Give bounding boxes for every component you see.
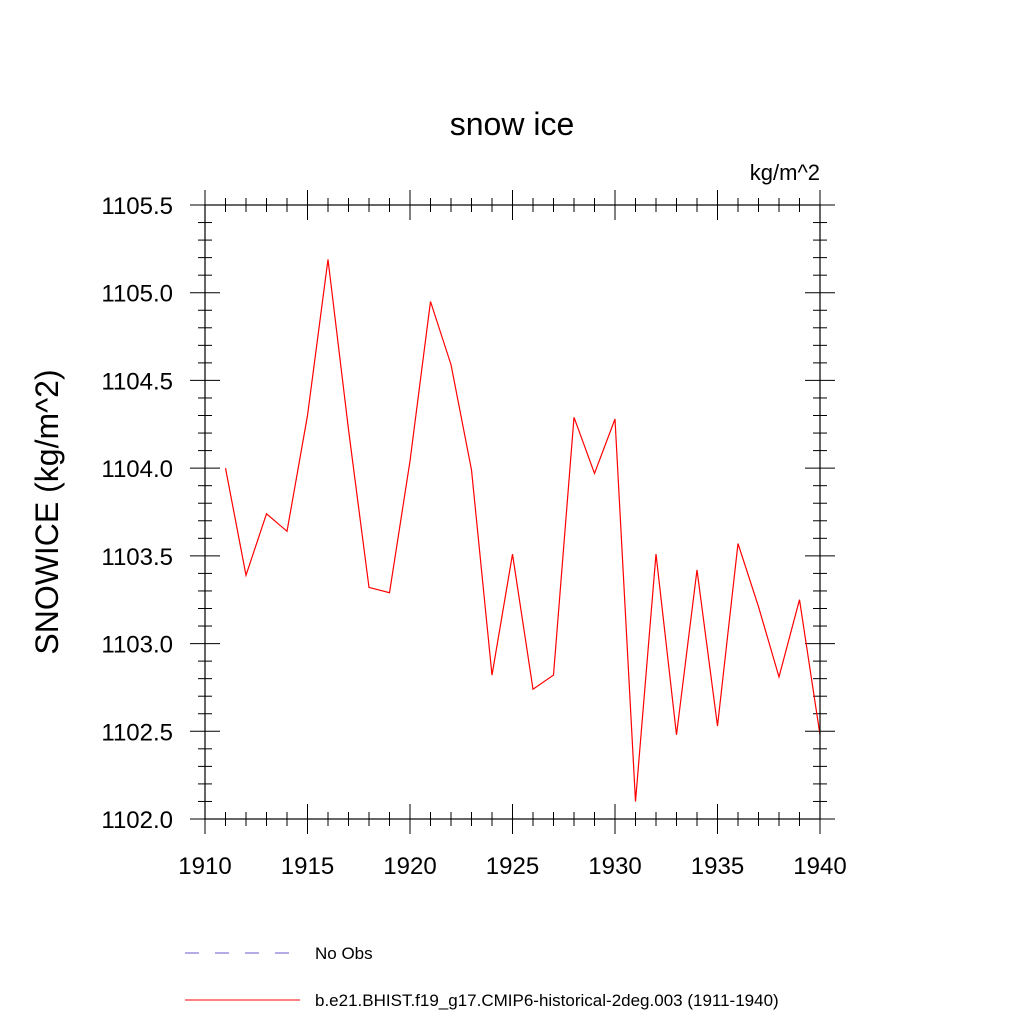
axis-ticks bbox=[190, 190, 835, 834]
x-tick-label: 1925 bbox=[486, 853, 539, 880]
x-tick-label: 1940 bbox=[793, 853, 846, 880]
y-tick-label: 1105.5 bbox=[101, 193, 173, 220]
y-tick-label: 1104.0 bbox=[101, 456, 173, 483]
legend: No Obs b.e21.BHIST.f19_g17.CMIP6-histori… bbox=[185, 944, 779, 1010]
y-tick-label: 1102.0 bbox=[101, 807, 173, 834]
x-tick-label: 1920 bbox=[383, 853, 436, 880]
x-tick-label: 1910 bbox=[178, 853, 231, 880]
plot-frame bbox=[204, 204, 821, 820]
axis-tick-labels: 1910 1915 1920 1925 1930 1935 1940 1102.0 1102.5… bbox=[101, 193, 846, 880]
y-tick-label: 1102.5 bbox=[101, 719, 173, 746]
y-tick-label: 1103.0 bbox=[101, 632, 173, 659]
units-label: kg/m^2 bbox=[750, 160, 820, 185]
series-line bbox=[224, 259, 821, 802]
y-axis-label: SNOWICE (kg/m^2) bbox=[29, 369, 65, 654]
x-tick-label: 1930 bbox=[588, 853, 641, 880]
legend-label-no-obs: No Obs bbox=[315, 944, 373, 963]
y-tick-label: 1104.5 bbox=[101, 368, 173, 395]
y-tick-label: 1105.0 bbox=[101, 281, 173, 308]
x-tick-label: 1915 bbox=[281, 853, 334, 880]
series-layer bbox=[224, 259, 821, 802]
y-tick-label: 1103.5 bbox=[101, 544, 173, 571]
legend-label-historical: b.e21.BHIST.f19_g17.CMIP6-historical-2de… bbox=[315, 991, 779, 1010]
x-tick-label: 1935 bbox=[691, 853, 744, 880]
chart-title: snow ice bbox=[450, 106, 575, 142]
